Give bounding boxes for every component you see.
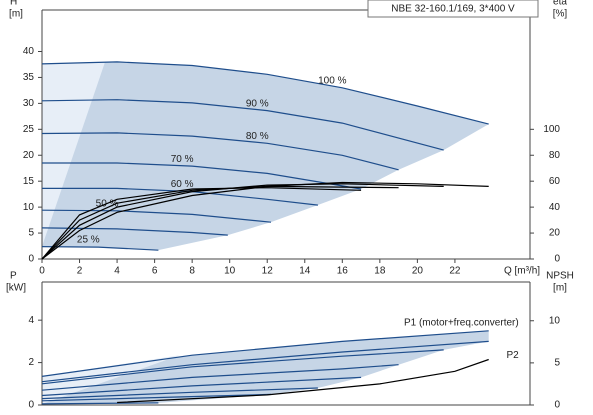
curve-label: P2 bbox=[506, 350, 519, 361]
y-tick-label: 5 bbox=[28, 228, 34, 239]
curve bbox=[41, 376, 362, 397]
y-tick-label: 4 bbox=[28, 315, 34, 326]
curve bbox=[41, 387, 318, 400]
y-tick-label: 15 bbox=[23, 176, 35, 187]
secondary-curve bbox=[41, 181, 489, 260]
curve-label: 80 % bbox=[246, 131, 269, 142]
chart-title: NBE 32-160.1/169, 3*400 V bbox=[391, 4, 515, 15]
x-axis-label: Q [m³/h] bbox=[504, 266, 540, 277]
curve-label: 70 % bbox=[171, 154, 194, 165]
y2-tick-label: 0 bbox=[554, 400, 560, 411]
curve bbox=[41, 402, 159, 405]
operating-area-highlight bbox=[42, 61, 106, 247]
operating-area-highlight bbox=[42, 355, 181, 404]
y2-axis-label: [m] bbox=[553, 283, 567, 294]
x-tick-label: 0 bbox=[39, 266, 45, 277]
curve bbox=[41, 340, 489, 383]
y-tick-label: 0 bbox=[28, 400, 34, 411]
curve bbox=[42, 162, 362, 190]
y2-axis-label: [%] bbox=[553, 9, 568, 20]
x-tick-label: 4 bbox=[114, 266, 120, 277]
y-tick-label: 35 bbox=[23, 72, 35, 83]
curve-label: P1 (motor+freq.converter) bbox=[404, 317, 519, 328]
y2-tick-label: 20 bbox=[549, 228, 561, 239]
secondary-curve bbox=[117, 358, 489, 404]
curve bbox=[41, 349, 444, 385]
curve-label: 25 % bbox=[77, 235, 100, 246]
curve bbox=[41, 132, 399, 171]
y-axis-label: H bbox=[10, 0, 17, 8]
secondary-curve bbox=[41, 183, 444, 260]
y-tick-label: 2 bbox=[28, 357, 34, 368]
x-tick-label: 16 bbox=[337, 266, 349, 277]
y-tick-label: 20 bbox=[23, 150, 35, 161]
y-tick-label: 30 bbox=[23, 98, 35, 109]
x-tick-label: 18 bbox=[374, 266, 386, 277]
y2-tick-label: 60 bbox=[549, 176, 561, 187]
x-tick-label: 6 bbox=[152, 266, 158, 277]
curve bbox=[41, 364, 399, 391]
y2-tick-label: 100 bbox=[543, 124, 560, 135]
y2-tick-label: 10 bbox=[549, 315, 561, 326]
curve bbox=[41, 61, 489, 125]
curve-label: 90 % bbox=[246, 98, 269, 109]
curve-label: 60 % bbox=[171, 179, 194, 190]
y2-tick-label: 5 bbox=[554, 358, 560, 369]
y-tick-label: 10 bbox=[23, 202, 35, 213]
x-tick-label: 22 bbox=[449, 266, 461, 277]
x-tick-label: 20 bbox=[412, 266, 424, 277]
y2-tick-label: 40 bbox=[549, 202, 561, 213]
y-axis-label: P bbox=[10, 271, 17, 282]
curve bbox=[41, 330, 489, 377]
y-tick-label: 40 bbox=[23, 46, 35, 57]
x-tick-label: 10 bbox=[224, 266, 236, 277]
x-tick-label: 14 bbox=[299, 266, 311, 277]
curve bbox=[41, 227, 228, 236]
y-axis-label: [m] bbox=[9, 9, 23, 20]
curve bbox=[41, 99, 444, 151]
y-tick-label: 25 bbox=[23, 124, 35, 135]
secondary-curve bbox=[41, 187, 362, 260]
curve bbox=[41, 393, 272, 402]
y-axis-label: [kW] bbox=[6, 283, 26, 294]
y2-tick-label: 80 bbox=[549, 150, 561, 161]
y2-axis-label: NPSH bbox=[546, 271, 574, 282]
curve bbox=[41, 246, 159, 251]
y2-axis-label: eta bbox=[553, 0, 567, 8]
x-tick-label: 12 bbox=[262, 266, 274, 277]
title-box bbox=[367, 0, 539, 18]
x-tick-label: 8 bbox=[189, 266, 195, 277]
y-tick-label: 0 bbox=[28, 254, 34, 265]
curve bbox=[41, 209, 272, 223]
secondary-curve bbox=[41, 185, 399, 260]
x-tick-label: 2 bbox=[77, 266, 83, 277]
y2-tick-label: 0 bbox=[554, 254, 560, 265]
operating-area bbox=[42, 61, 489, 251]
curve-label: 100 % bbox=[318, 75, 346, 86]
